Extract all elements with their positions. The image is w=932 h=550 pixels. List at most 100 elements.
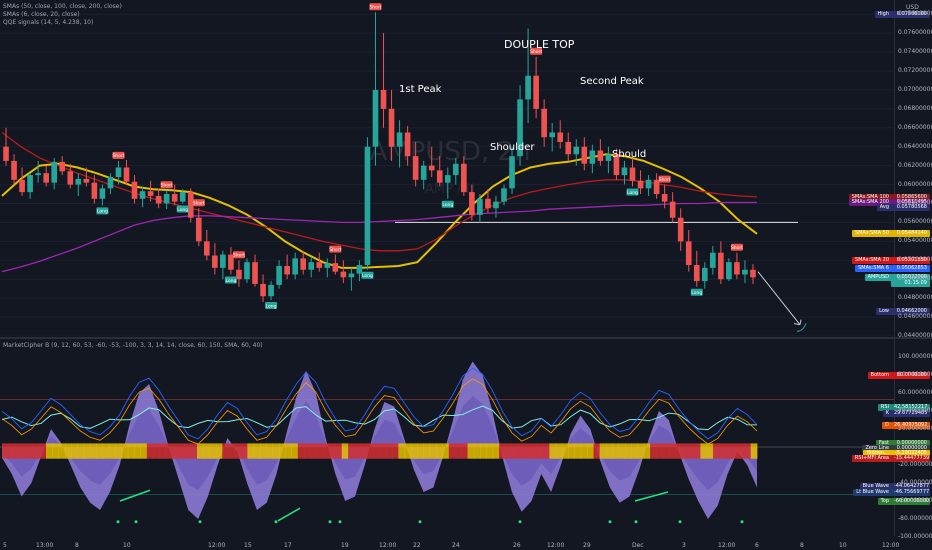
candle-body (565, 141, 572, 155)
rsi-mfi-band (316, 443, 324, 459)
candle-body (195, 217, 202, 242)
legend-qqe[interactable]: QQE signals (14, 5, 4.238, 10) (3, 19, 94, 26)
signal-label: Long (266, 303, 277, 309)
price-tick-label: 0.05600000 (898, 218, 932, 226)
rsi-mfi-band (83, 443, 91, 459)
divergence-line (634, 491, 669, 502)
rsi-mfi-band (599, 443, 607, 459)
signal-label: Short (112, 153, 124, 159)
candle-body (356, 265, 363, 274)
rsi-mfi-band (505, 443, 513, 459)
rsi-mfi-band (624, 443, 632, 459)
candle-body (300, 258, 307, 270)
annotation-second-peak: Second Peak (580, 76, 644, 87)
rsi-mfi-band (593, 443, 601, 459)
candle-body (436, 170, 443, 183)
rsi-mfi-band (712, 443, 720, 459)
candle-body (589, 150, 596, 164)
long-signal-marker (224, 276, 237, 284)
candle-body (284, 265, 290, 275)
candle-body (629, 167, 636, 181)
price-pane[interactable]: AMPUSD, 2h AMP / U Short Short Short Short Sho… (0, 0, 894, 336)
candle-body (469, 192, 475, 215)
price-tick-label: 0.05000000 (898, 275, 932, 283)
candle-body (701, 267, 708, 282)
oscillator-tick-label: -20.0000000 (898, 461, 932, 468)
rsi-mfi-band (429, 443, 437, 459)
rsi-mfi-band (121, 443, 129, 459)
rsi-mfi-band (423, 443, 431, 459)
rsi-mfi-band (304, 443, 311, 459)
oscillator-tag-value: -44.06427877 (891, 483, 930, 491)
rsi-mfi-band (543, 443, 550, 459)
buy-dot (418, 520, 422, 524)
candle-body (252, 262, 258, 284)
candle-body (710, 252, 716, 268)
rsi-mfi-band (8, 443, 15, 459)
candle-body (268, 284, 274, 297)
legend-smas-long[interactable]: SMAs (50, close, 100, close, 200, close) (3, 3, 122, 10)
signal-label: Long (627, 190, 638, 196)
time-tick-label: Dec (632, 542, 644, 549)
candle-body (581, 146, 588, 164)
oscillator-tag-label: Top (877, 497, 892, 505)
rsi-mfi-band (71, 443, 78, 459)
short-signal-marker (730, 243, 743, 251)
price-tick-label: 0.04800000 (898, 294, 932, 302)
oscillator-pane[interactable] (0, 341, 894, 537)
candle-body (83, 178, 90, 183)
annotation-shoulder-right: Should (612, 149, 647, 160)
price-tick-label: 0.07000000 (898, 85, 932, 93)
buy-dot (740, 520, 744, 524)
currency-label: USD (906, 4, 919, 11)
oscillator-tag-label: Lt Blue Wave (853, 488, 892, 496)
candle-body (533, 75, 539, 109)
rsi-mfi-band (473, 443, 481, 459)
long-signal-marker (361, 271, 374, 279)
legend-marketcipher[interactable]: MarketCipher B (9, 12, 60, 53, -60, -53,… (3, 342, 263, 349)
projection-arrow-line (757, 271, 801, 325)
rsi-mfi-band (738, 443, 745, 459)
rsi-mfi-band (681, 443, 689, 459)
candle-body (573, 146, 580, 155)
candle-body (171, 194, 178, 202)
price-tag-value: 0.05062853 (891, 265, 930, 273)
rsi-mfi-band (442, 443, 450, 459)
rsi-mfi-band (33, 443, 41, 459)
pane-divider[interactable] (0, 337, 932, 339)
candle-body (147, 191, 154, 196)
rsi-mfi-band (524, 443, 531, 459)
candle-body (324, 263, 331, 268)
signal-label: Short (161, 183, 173, 189)
oscillator-tag-value: 26.40925092 (891, 421, 930, 429)
legend-smas-short[interactable]: SMAs (6, close, 20, close) (3, 11, 80, 18)
candle-body (107, 176, 114, 189)
price-tag-label: SMAs:SMA 20 (851, 256, 892, 264)
rsi-mfi-band (58, 443, 66, 459)
oscillator-tag-value: -15.44477739 (891, 455, 930, 463)
rsi-mfi-band (259, 443, 267, 459)
annotation-shoulder-left: Shoulder (490, 142, 535, 153)
rsi-mfi-band (650, 443, 657, 459)
price-tag-value: 0.05022000 (891, 273, 930, 281)
candle-body (428, 165, 435, 171)
signal-label: Long (225, 278, 236, 284)
candle-body (621, 167, 628, 176)
short-signal-marker (530, 47, 543, 55)
buy-dot (608, 520, 612, 524)
candle-body (525, 75, 531, 100)
rsi-mfi-band (706, 443, 714, 459)
oscillator-tag-label: Hidden... (863, 449, 892, 457)
candle-body (388, 108, 395, 147)
candle-body (244, 262, 250, 280)
candle-body (404, 132, 411, 157)
rsi-mfi-band (297, 443, 305, 459)
rsi-mfi-band (184, 443, 192, 459)
rsi-mfi-band (52, 443, 60, 459)
annotation-double-top: DOUPLE TOP (504, 38, 575, 51)
rsi-mfi-band (750, 443, 758, 459)
time-tick-label: 15 (244, 542, 252, 549)
rsi-mfi-band (2, 443, 9, 459)
rsi-mfi-band (165, 443, 173, 459)
